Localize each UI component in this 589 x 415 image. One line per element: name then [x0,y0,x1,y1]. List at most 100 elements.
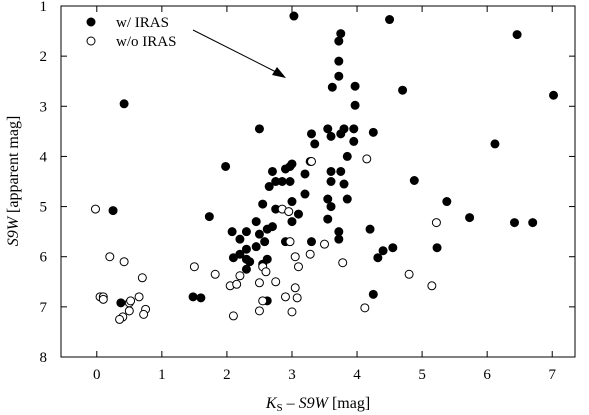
y-tick-label: 5 [40,200,48,216]
x-tick-label: 1 [158,367,166,383]
point-wo-iras [115,314,125,324]
point-wo-iras [139,309,149,319]
point-w-iras [334,56,344,66]
point-w-iras [235,234,245,244]
points-group [90,11,559,324]
point-w-iras [326,177,336,186]
point-w-iras [267,166,277,176]
point-w-iras [116,298,126,308]
point-wo-iras [305,249,315,259]
point-w-iras [326,166,336,176]
point-w-iras [306,129,316,139]
point-w-iras [289,11,299,21]
point-w-iras [228,253,238,263]
point-w-iras [262,224,272,234]
point-wo-iras [134,292,144,302]
point-w-iras [465,213,475,223]
x-tick-label: 0 [93,367,101,383]
legend-marker-open [86,36,96,46]
x-tick-label: 4 [353,367,361,383]
point-w-iras [251,217,261,227]
point-w-iras [300,189,310,199]
point-wo-iras [290,283,300,293]
point-w-iras [398,85,408,95]
point-wo-iras [254,278,264,288]
point-wo-iras [360,303,370,313]
point-w-iras [241,244,251,254]
point-w-iras [264,182,274,192]
point-w-iras [241,264,251,274]
point-wo-iras [287,307,297,317]
point-wo-iras [210,269,220,279]
point-wo-iras [98,294,108,304]
point-wo-iras [228,311,238,321]
point-w-iras [323,214,333,224]
point-w-iras [342,151,352,161]
point-wo-iras [293,262,303,272]
point-wo-iras [126,296,136,306]
point-w-iras [241,227,251,237]
point-w-iras [388,243,398,253]
point-w-iras [254,229,264,239]
point-wo-iras [261,267,271,277]
point-w-iras [323,124,333,134]
point-w-iras [334,234,344,244]
point-wo-iras [232,279,242,289]
point-w-iras [245,257,255,267]
y-tick-label: 3 [40,99,48,115]
point-w-iras [280,164,290,174]
point-w-iras [442,197,452,207]
x-axis-label: KS – S9W [mag] [265,395,370,414]
point-w-iras [339,179,349,189]
point-w-iras [432,243,442,253]
point-w-iras [378,246,388,256]
y-tick-label: 4 [40,149,48,165]
plot-frame [60,5,576,358]
point-wo-iras [306,156,316,166]
x-tick-label: 7 [548,367,556,383]
point-w-iras [549,90,559,100]
point-wo-iras [258,296,268,306]
point-w-iras [300,169,310,179]
point-w-iras [336,166,346,176]
point-w-iras [490,139,500,149]
point-w-iras [326,131,336,141]
point-wo-iras [292,293,302,303]
point-wo-iras [285,237,295,247]
point-wo-iras [254,306,264,316]
point-w-iras [310,139,320,149]
x-tick-label: 5 [418,367,426,383]
point-w-iras [188,292,198,302]
point-wo-iras [338,258,348,268]
point-wo-iras [90,204,100,214]
point-w-iras [196,293,206,303]
point-w-iras [326,202,336,212]
point-w-iras [227,227,237,237]
point-w-iras [336,29,346,39]
y-tick-label: 1 [40,0,48,15]
point-wo-iras [284,207,294,217]
point-w-iras [528,218,538,228]
x-tick-label: 3 [288,367,296,383]
point-w-iras [251,242,261,252]
point-w-iras [512,30,522,40]
point-w-iras [254,124,264,134]
point-wo-iras [271,277,281,287]
point-w-iras [119,99,129,109]
point-w-iras [285,177,295,186]
point-wo-iras [119,257,129,267]
point-w-iras [334,227,344,237]
point-w-iras [349,136,359,146]
point-w-iras [271,177,281,186]
point-w-iras [293,209,303,219]
point-wo-iras [404,269,414,279]
point-w-iras [334,71,344,81]
ticks-group: 0 1 2 3 4 5 6 7 1 2 3 4 5 6 7 8 [40,0,575,383]
point-w-iras [108,206,118,216]
point-wo-iras [137,273,147,283]
point-w-iras [306,237,316,247]
point-w-iras [287,197,297,207]
legend-label-w-iras: w/ IRAS [116,15,169,31]
point-w-iras [385,15,395,25]
point-wo-iras [235,271,245,281]
